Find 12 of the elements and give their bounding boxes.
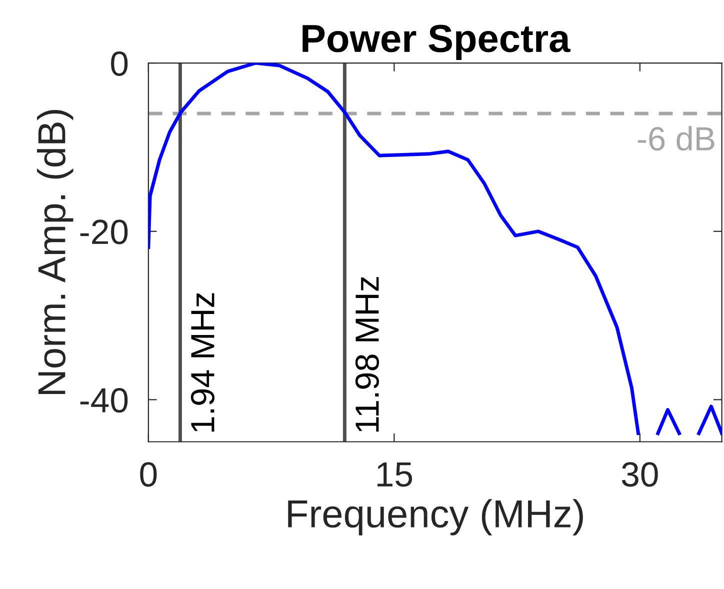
- ref-line-label: -6 dB: [638, 126, 714, 151]
- y-tick-label: -20: [80, 220, 128, 244]
- x-axis-title: Frequency (MHz): [288, 499, 583, 536]
- y-axis-title: Norm. Amp. (dB): [36, 110, 74, 394]
- x-tick-label: 15: [378, 462, 412, 487]
- x-tick-label: 30: [622, 462, 658, 487]
- y-tick-label: 0: [111, 51, 128, 76]
- y-tick-label: -40: [80, 388, 128, 413]
- ref-line-label: 1.94 MHz: [190, 293, 215, 432]
- ref-line-label: 11.98 MHz: [355, 277, 380, 432]
- x-tick-label: 0: [140, 462, 157, 487]
- chart-title: Power Spectra: [302, 24, 570, 60]
